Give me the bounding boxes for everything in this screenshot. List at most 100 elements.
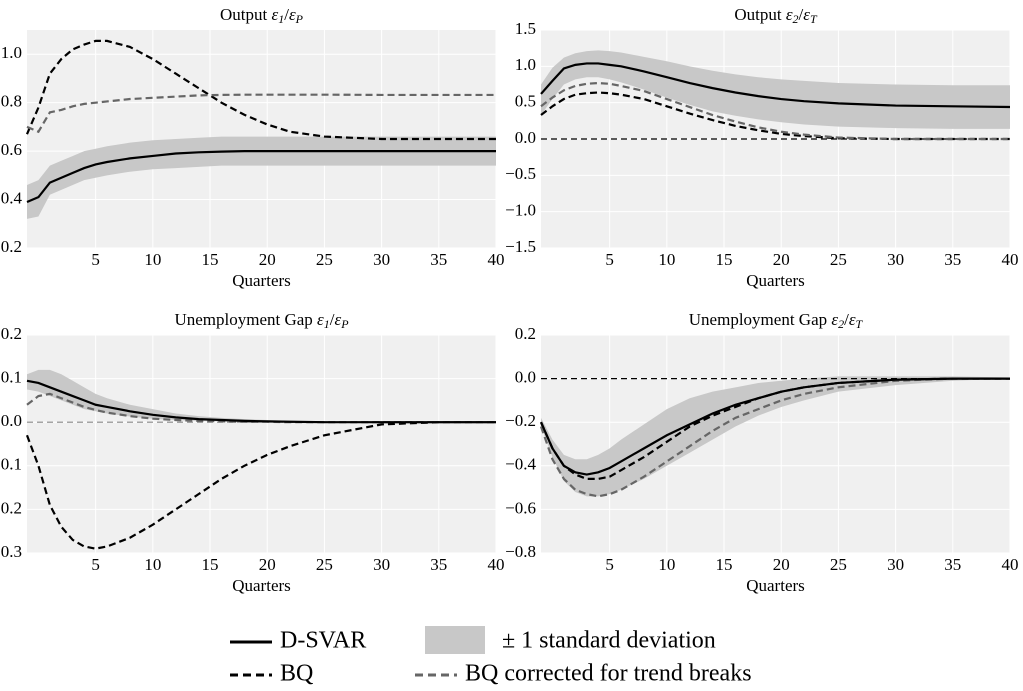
x-tick-label: 40 <box>1002 250 1019 269</box>
x-tick-label: 5 <box>91 555 100 574</box>
y-tick-label: 1.5 <box>515 19 536 38</box>
x-tick-label: 35 <box>944 250 961 269</box>
title-part: ε <box>289 5 296 24</box>
title-part: / <box>799 5 804 24</box>
y-tick-label: −0.8 <box>505 542 536 561</box>
title-part: 1 <box>324 317 330 331</box>
title-part: ε <box>317 310 324 329</box>
x-tick-label: 25 <box>830 555 847 574</box>
title-part: 1 <box>278 12 284 26</box>
x-tick-label: 15 <box>716 555 733 574</box>
series-line <box>540 91 1010 141</box>
series-line <box>540 81 1010 141</box>
std-band <box>27 369 496 423</box>
x-tick-label: 30 <box>887 250 904 269</box>
y-tick-label: −1.5 <box>505 237 536 256</box>
y-tick-label: −0.6 <box>505 498 536 517</box>
legend-label: ± 1 standard deviation <box>502 628 716 654</box>
x-tick-label: 35 <box>430 555 447 574</box>
x-tick-label: 30 <box>887 555 904 574</box>
x-tick-label: 25 <box>316 250 333 269</box>
series-line <box>540 62 1011 109</box>
x-tick-label: 40 <box>488 555 505 574</box>
series-line <box>26 93 496 134</box>
series-line <box>539 377 1010 476</box>
x-tick-label: 25 <box>830 250 847 269</box>
y-tick-label: 0.0 <box>515 128 536 147</box>
x-axis-label: Quarters <box>746 271 805 290</box>
x-tick-label: 5 <box>605 250 614 269</box>
x-tick-label: 15 <box>202 555 219 574</box>
chart-title: Output ε1/εP <box>220 5 304 26</box>
title-part: T <box>810 12 818 26</box>
x-axis-label: Quarters <box>232 271 291 290</box>
legend-label: BQ <box>280 661 313 687</box>
title-part: / <box>330 310 335 329</box>
x-tick-label: 15 <box>716 250 733 269</box>
x-tick-label: 20 <box>773 555 790 574</box>
series-line <box>26 379 496 424</box>
y-tick-label: 1.0 <box>1 43 22 62</box>
y-tick-label: −0.1 <box>0 455 22 474</box>
title-part: P <box>340 317 349 331</box>
y-tick-label: −0.2 <box>0 498 22 517</box>
x-tick-label: 40 <box>1002 555 1019 574</box>
y-tick-label: 0.2 <box>1 324 22 343</box>
legend-label: BQ corrected for trend breaks <box>465 661 752 687</box>
title-part: ε <box>786 5 793 24</box>
plot-area <box>27 335 496 553</box>
y-tick-label: 0.6 <box>1 140 22 159</box>
y-tick-label: −1.0 <box>505 201 536 220</box>
x-tick-label: 30 <box>373 250 390 269</box>
title-part: T <box>856 317 864 331</box>
y-tick-label: 0.0 <box>515 368 536 387</box>
x-tick-label: 25 <box>316 555 333 574</box>
x-tick-label: 10 <box>144 250 161 269</box>
y-tick-label: −0.5 <box>505 164 536 183</box>
y-tick-label: 0.2 <box>1 237 22 256</box>
x-tick-label: 40 <box>488 250 505 269</box>
series-line <box>25 39 496 141</box>
title-part: ε <box>849 310 856 329</box>
title-part: ε <box>803 5 810 24</box>
y-tick-label: 0.0 <box>1 411 22 430</box>
plot-area <box>541 335 1010 553</box>
title-part: ε <box>334 310 341 329</box>
chart-title: Unemployment Gap ε1/εP <box>174 310 349 331</box>
x-axis-label: Quarters <box>746 576 805 595</box>
y-tick-label: 0.4 <box>1 188 23 207</box>
title-part: / <box>844 310 849 329</box>
y-tick-label: 0.5 <box>515 92 536 111</box>
std-band <box>541 50 1010 129</box>
x-tick-label: 35 <box>430 250 447 269</box>
title-part: Output <box>734 5 785 24</box>
y-tick-label: −0.3 <box>0 542 22 561</box>
title-part: Output <box>220 5 271 24</box>
title-part: Unemployment Gap <box>174 310 317 329</box>
y-tick-label: −0.2 <box>505 411 536 430</box>
legend-label: D-SVAR <box>280 628 366 654</box>
series-line <box>539 377 1010 498</box>
y-tick-label: 0.1 <box>1 368 22 387</box>
title-part: P <box>295 12 304 26</box>
legend-swatch <box>425 626 485 654</box>
x-tick-label: 20 <box>773 250 790 269</box>
x-tick-label: 35 <box>944 555 961 574</box>
title-part: 2 <box>838 317 844 331</box>
x-tick-label: 15 <box>202 250 219 269</box>
chart-title: Unemployment Gap ε2/εT <box>689 310 864 331</box>
legend: D-SVAR BQ BQ corrected for trend breaks ± 1… <box>230 626 752 687</box>
x-axis-label: Quarters <box>232 576 291 595</box>
title-part: 2 <box>793 12 799 26</box>
title-part: ε <box>831 310 838 329</box>
x-tick-label: 10 <box>658 555 675 574</box>
x-tick-label: 10 <box>658 250 675 269</box>
x-tick-label: 5 <box>91 250 100 269</box>
series-line <box>26 150 496 203</box>
x-tick-label: 20 <box>259 250 276 269</box>
x-tick-label: 10 <box>144 555 161 574</box>
title-part: / <box>284 5 289 24</box>
y-tick-label: 1.0 <box>515 55 536 74</box>
x-tick-label: 30 <box>373 555 390 574</box>
x-tick-label: 5 <box>605 555 614 574</box>
